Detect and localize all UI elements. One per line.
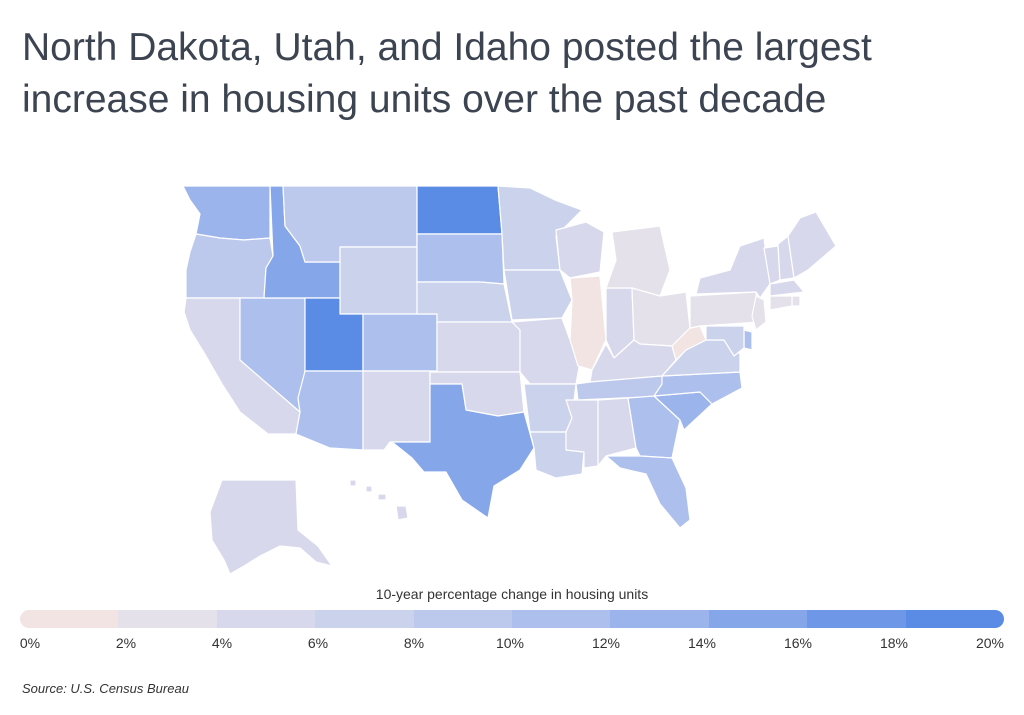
legend-swatch-7 xyxy=(708,610,808,628)
legend-swatch-0 xyxy=(20,610,119,628)
state-alaska xyxy=(209,479,333,575)
source-note: Source: U.S. Census Bureau xyxy=(22,681,189,696)
state-hawaii xyxy=(349,479,409,521)
state-north-dakota xyxy=(416,185,503,235)
legend-swatch-3 xyxy=(315,610,414,628)
legend-swatch-8 xyxy=(807,610,906,628)
legend-swatch-5 xyxy=(512,610,611,628)
legend-tick-label: 10% xyxy=(495,635,525,651)
legend-swatch-4 xyxy=(413,610,513,628)
legend-tick-label: 18% xyxy=(879,635,909,651)
legend-tick-label: 16% xyxy=(783,635,813,651)
state-new-mexico xyxy=(362,370,431,451)
legend-tick-label: 12% xyxy=(591,635,621,651)
state-maryland xyxy=(705,325,745,357)
legend-tick-label: 8% xyxy=(403,635,425,651)
legend-swatch-9 xyxy=(905,610,1004,628)
state-rhode-island xyxy=(791,295,801,307)
state-pennsylvania xyxy=(689,291,761,329)
state-iowa xyxy=(503,269,573,321)
legend-tick-label: 2% xyxy=(115,635,137,651)
state-new-york xyxy=(695,237,771,299)
legend-tick-label: 6% xyxy=(307,635,329,651)
legend-ticks: 0% 2% 4% 6% 8% 10% 12% 14% 16% 18% 20% xyxy=(0,635,1024,653)
state-colorado xyxy=(362,313,438,372)
state-kansas xyxy=(436,321,521,373)
state-maine xyxy=(787,211,837,279)
legend-swatch-6 xyxy=(610,610,709,628)
state-wyoming xyxy=(339,246,418,315)
state-missouri xyxy=(511,317,581,385)
legend-tick-label: 4% xyxy=(211,635,233,651)
state-wisconsin xyxy=(555,221,605,279)
legend-tick-label: 0% xyxy=(19,635,41,651)
legend-tick-label: 14% xyxy=(687,635,717,651)
legend-swatch-1 xyxy=(118,610,217,628)
state-delaware xyxy=(743,329,753,351)
state-washington xyxy=(182,185,271,241)
page-title: North Dakota, Utah, and Idaho posted the… xyxy=(22,22,1002,126)
legend-swatch-2 xyxy=(216,610,316,628)
state-illinois xyxy=(569,275,607,371)
state-massachusetts xyxy=(769,279,805,297)
state-florida xyxy=(605,455,691,529)
state-alabama xyxy=(597,397,637,467)
state-new-jersey xyxy=(751,295,767,331)
title-line-1: North Dakota, Utah, and Idaho posted the… xyxy=(22,26,872,69)
state-oregon xyxy=(185,233,274,299)
state-arizona xyxy=(295,370,364,451)
legend-color-scale xyxy=(20,610,1004,628)
state-connecticut xyxy=(769,295,793,311)
legend-tick-label: 20% xyxy=(975,635,1005,651)
state-south-dakota xyxy=(416,233,505,285)
legend-title: 10-year percentage change in housing uni… xyxy=(375,586,649,602)
state-texas xyxy=(391,383,535,519)
state-michigan xyxy=(605,225,671,297)
title-line-2: increase in housing units over the past … xyxy=(22,78,827,121)
state-north-carolina xyxy=(653,371,743,405)
